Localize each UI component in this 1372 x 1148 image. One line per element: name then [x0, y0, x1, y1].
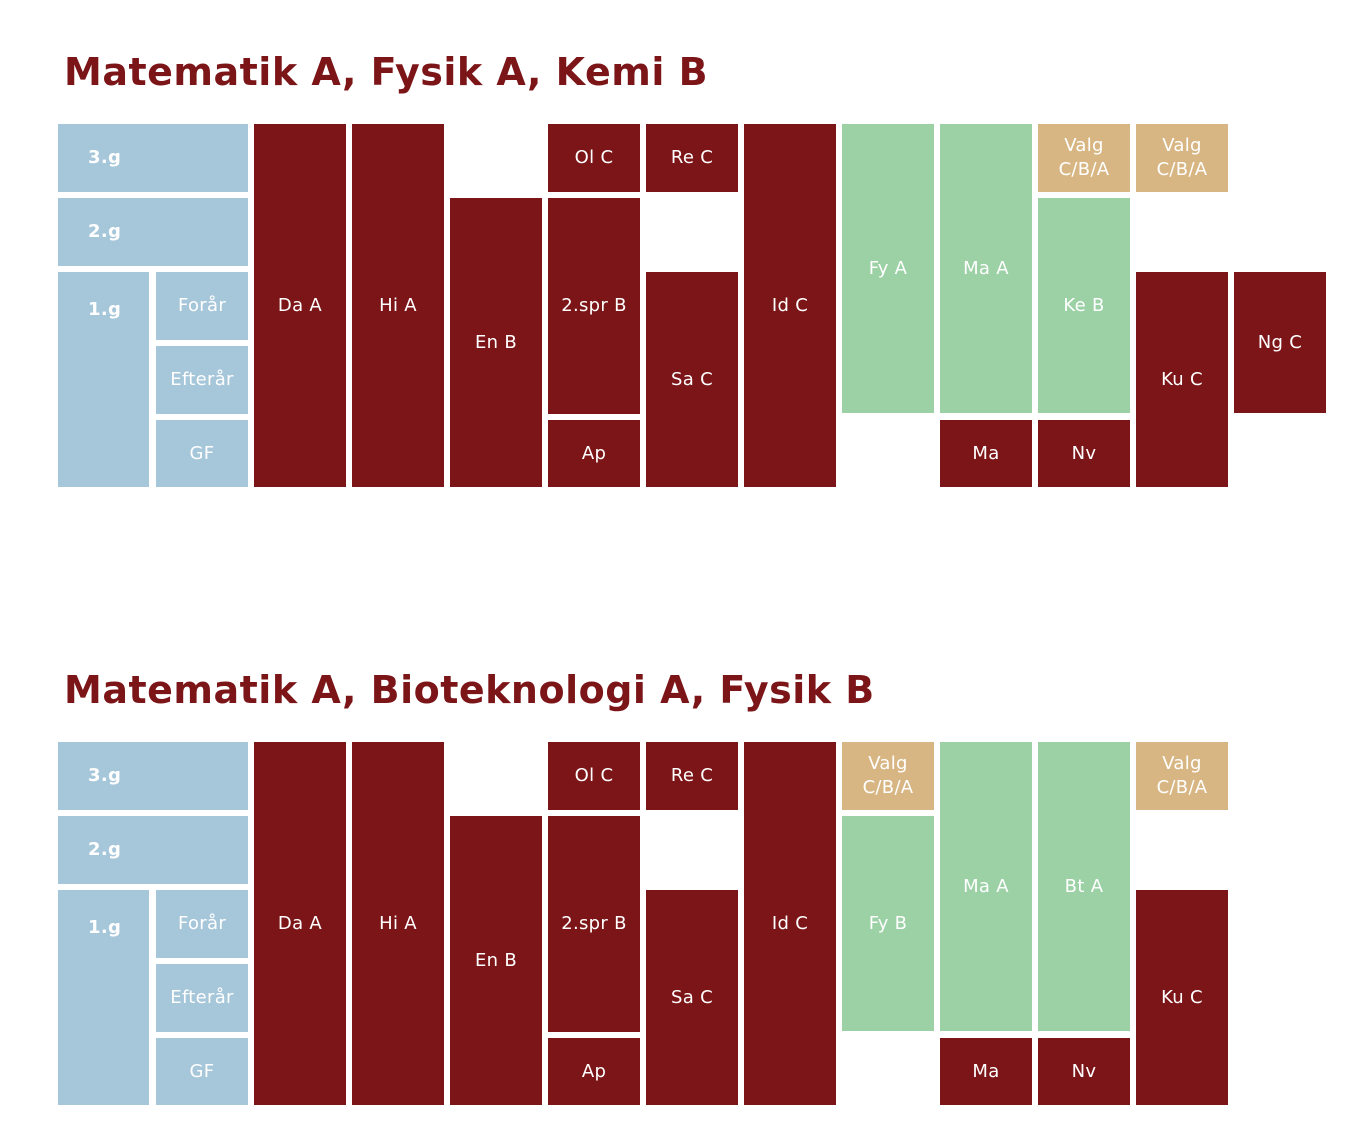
- subject-valg: Valg C/B/A: [1136, 742, 1228, 810]
- period-gf: GF: [156, 1038, 248, 1105]
- subject-valg: Valg C/B/A: [1136, 124, 1228, 192]
- year-1g: 1.g: [58, 272, 149, 487]
- subject-fy-a: Fy A: [842, 124, 934, 413]
- subject-2spr-b: 2.spr B: [548, 198, 640, 414]
- subject-hi-a: Hi A: [352, 124, 444, 487]
- study-plan-diagram: 3.g 2.g 1.g Forår Efterår GF Da A Hi A E…: [0, 124, 1372, 494]
- subject-bt-a: Bt A: [1038, 742, 1130, 1031]
- subject-re-c: Re C: [646, 124, 738, 192]
- subject-ma: Ma: [940, 1038, 1032, 1105]
- year-1g: 1.g: [58, 890, 149, 1105]
- diagram-title: Matematik A, Bioteknologi A, Fysik B: [64, 668, 875, 712]
- subject-da-a: Da A: [254, 742, 346, 1105]
- subject-en-b: En B: [450, 198, 542, 487]
- subject-da-a: Da A: [254, 124, 346, 487]
- study-plan-diagram: 3.g 2.g 1.g Forår Efterår GF Da A Hi A E…: [0, 742, 1372, 1112]
- period-efteraar: Efterår: [156, 346, 248, 414]
- subject-ma-a: Ma A: [940, 742, 1032, 1031]
- subject-sa-c: Sa C: [646, 272, 738, 487]
- subject-ke-b: Ke B: [1038, 198, 1130, 413]
- period-gf: GF: [156, 420, 248, 487]
- period-foraar: Forår: [156, 272, 248, 340]
- subject-nv: Nv: [1038, 420, 1130, 487]
- diagram-title: Matematik A, Fysik A, Kemi B: [64, 50, 709, 94]
- year-2g: 2.g: [58, 816, 248, 884]
- subject-id-c: Id C: [744, 124, 836, 487]
- subject-hi-a: Hi A: [352, 742, 444, 1105]
- year-3g: 3.g: [58, 742, 248, 810]
- period-foraar: Forår: [156, 890, 248, 958]
- subject-en-b: En B: [450, 816, 542, 1105]
- year-2g: 2.g: [58, 198, 248, 266]
- subject-ap: Ap: [548, 420, 640, 487]
- subject-ma-a: Ma A: [940, 124, 1032, 413]
- subject-ku-c: Ku C: [1136, 272, 1228, 487]
- subject-ng-c: Ng C: [1234, 272, 1326, 413]
- period-efteraar: Efterår: [156, 964, 248, 1032]
- subject-ku-c: Ku C: [1136, 890, 1228, 1105]
- subject-ol-c: Ol C: [548, 124, 640, 192]
- subject-nv: Nv: [1038, 1038, 1130, 1105]
- subject-ma: Ma: [940, 420, 1032, 487]
- subject-ap: Ap: [548, 1038, 640, 1105]
- subject-valg: Valg C/B/A: [842, 742, 934, 810]
- year-3g: 3.g: [58, 124, 248, 192]
- subject-re-c: Re C: [646, 742, 738, 810]
- subject-fy-b: Fy B: [842, 816, 934, 1031]
- subject-sa-c: Sa C: [646, 890, 738, 1105]
- subject-id-c: Id C: [744, 742, 836, 1105]
- subject-ol-c: Ol C: [548, 742, 640, 810]
- subject-2spr-b: 2.spr B: [548, 816, 640, 1032]
- subject-valg: Valg C/B/A: [1038, 124, 1130, 192]
